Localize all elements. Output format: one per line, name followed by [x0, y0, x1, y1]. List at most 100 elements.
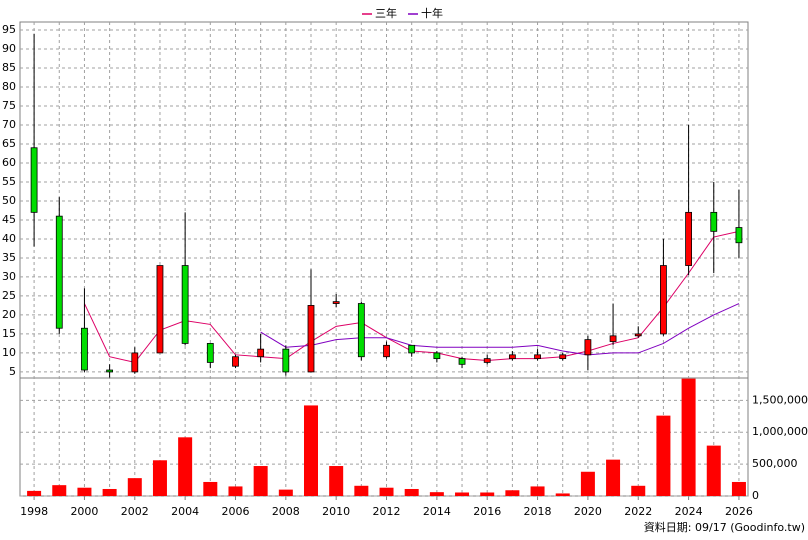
y-tick-label: 25	[2, 289, 16, 302]
candle-body	[508, 354, 516, 360]
y-tick-label: 5	[9, 365, 16, 378]
volume-bar	[178, 437, 193, 496]
candle-body	[735, 227, 743, 244]
candle-body	[206, 343, 214, 363]
legend: 三年 十年	[362, 6, 443, 20]
y-tick-label: 35	[2, 251, 16, 264]
candle-body	[106, 369, 114, 373]
x-tick-label: 2022	[624, 505, 652, 518]
y-tick-label: 45	[2, 213, 16, 226]
volume-bar	[455, 492, 470, 496]
volume-bar	[505, 490, 520, 496]
candle-body	[131, 352, 139, 373]
x-tick-label: 2006	[221, 505, 249, 518]
x-tick-label: 2000	[70, 505, 98, 518]
y-tick-label: 85	[2, 61, 16, 74]
candle-body	[559, 354, 567, 360]
candle-body	[660, 265, 667, 335]
candle-body	[30, 147, 38, 213]
x-tick-label: 2004	[171, 505, 199, 518]
candle-body	[483, 358, 491, 363]
candle-body	[332, 301, 340, 304]
candle-body	[634, 333, 642, 337]
x-tick-label: 2012	[373, 505, 401, 518]
volume-bar	[656, 415, 671, 496]
candle-body	[408, 344, 416, 354]
volume-bar	[631, 485, 646, 496]
volume-bar	[329, 466, 344, 496]
candle-body	[584, 339, 592, 356]
volume-bar	[127, 478, 142, 496]
x-tick-label: 2002	[121, 505, 149, 518]
volume-bar	[354, 485, 369, 496]
volume-bar	[152, 460, 167, 496]
y2-tick-label: 1,500,000	[752, 393, 808, 406]
candle-body	[232, 356, 239, 367]
candle-body	[609, 335, 617, 342]
y-tick-label: 40	[2, 232, 16, 245]
volume-bar	[731, 481, 746, 496]
candle-body	[282, 348, 290, 373]
y2-tick-label: 500,000	[752, 457, 798, 470]
y-tick-label: 10	[2, 346, 16, 359]
volume-bar	[580, 471, 595, 496]
candle-body	[433, 352, 441, 360]
x-tick-label: 2016	[473, 505, 501, 518]
volume-bar	[404, 488, 419, 496]
candle-body	[710, 211, 718, 232]
x-tick-label: 2020	[574, 505, 602, 518]
footnote: 資料日期: 09/17 (Goodinfo.tw)	[644, 520, 805, 534]
y-tick-label: 65	[2, 137, 16, 150]
legend-label: 三年	[375, 6, 397, 20]
y-tick-label: 20	[2, 308, 16, 321]
candle-body	[55, 215, 63, 329]
candle-body	[257, 348, 265, 358]
candle-body	[81, 327, 88, 371]
x-tick-label: 2008	[272, 505, 300, 518]
volume-bar	[530, 486, 545, 496]
candle-body	[534, 354, 541, 360]
candle-body	[685, 211, 692, 266]
y2-tick-label: 1,000,000	[752, 425, 808, 438]
y-tick-label: 15	[2, 327, 16, 340]
candle-body	[156, 265, 164, 354]
volume-bar	[203, 481, 218, 496]
y-tick-label: 60	[2, 156, 16, 169]
ma-line	[260, 303, 740, 356]
x-tick-label: 2026	[725, 505, 753, 518]
volume-bar	[278, 489, 293, 496]
x-tick-label: 2014	[423, 505, 451, 518]
volume-bar	[77, 487, 92, 496]
legend-label: 十年	[421, 6, 443, 20]
y-tick-label: 95	[2, 23, 16, 36]
volume-bar	[555, 493, 570, 496]
y-tick-label: 70	[2, 118, 16, 131]
y-tick-label: 55	[2, 175, 16, 188]
volume-bar	[102, 488, 117, 496]
volume-bar	[480, 492, 495, 496]
y-tick-label: 30	[2, 270, 16, 283]
y-tick-label: 50	[2, 194, 16, 207]
volume-bar	[681, 378, 696, 496]
volume-bar	[606, 459, 621, 496]
candle-body	[357, 303, 365, 358]
candle-body	[181, 265, 189, 344]
y-tick-label: 75	[2, 99, 16, 112]
x-tick-label: 2024	[675, 505, 703, 518]
plot-frame	[19, 21, 749, 497]
volume-bar	[706, 445, 721, 496]
volume-bar	[429, 492, 444, 496]
x-tick-label: 1998	[20, 505, 48, 518]
candle-body	[458, 358, 466, 365]
volume-bar	[303, 405, 318, 496]
volume-bar	[253, 466, 268, 496]
volume-bar	[379, 487, 394, 496]
y-tick-label: 80	[2, 80, 16, 93]
y-tick-label: 90	[2, 42, 16, 55]
x-tick-label: 2010	[322, 505, 350, 518]
candle-body	[307, 305, 315, 373]
volume-bar	[27, 490, 42, 496]
x-tick-label: 2018	[524, 505, 552, 518]
candle-body	[383, 344, 390, 358]
